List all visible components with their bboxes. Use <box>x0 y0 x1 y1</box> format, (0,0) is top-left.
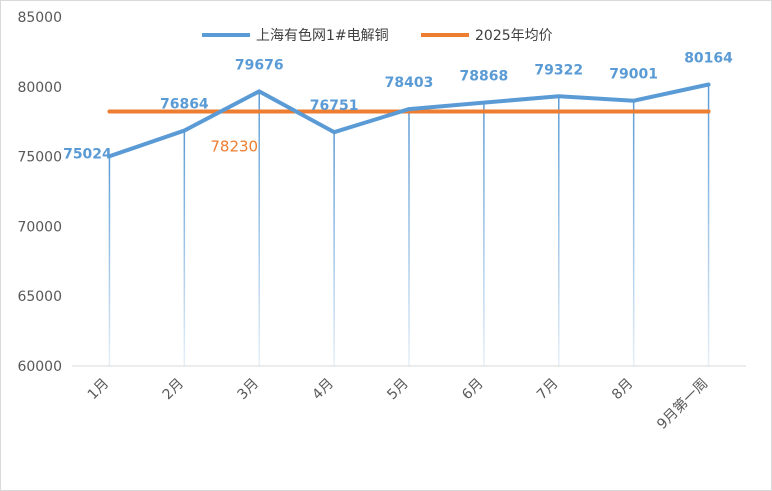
drop-line <box>258 91 260 367</box>
y-tick-label: 80000 <box>17 80 62 96</box>
drop-line <box>333 132 335 366</box>
drop-line <box>408 109 410 366</box>
data-label: 80164 <box>684 51 733 67</box>
data-label: 78868 <box>460 69 509 85</box>
y-tick-label: 65000 <box>17 289 62 305</box>
series-line-copper <box>107 82 711 159</box>
x-tick-label: 4月 <box>309 376 337 404</box>
legend-label: 上海有色网1#电解铜 <box>256 27 389 44</box>
x-tick-label: 1月 <box>85 376 113 404</box>
legend-label: 2025年均价 <box>475 28 553 44</box>
data-label: 79676 <box>235 57 284 73</box>
y-tick-label: 60000 <box>17 359 62 375</box>
x-tick-label: 6月 <box>459 376 487 404</box>
data-label: 76864 <box>160 97 209 113</box>
x-tick-label: 9月第一周 <box>653 375 711 433</box>
drop-line <box>632 100 635 367</box>
y-tick-label: 70000 <box>17 219 62 235</box>
y-tick-label: 75000 <box>17 150 62 166</box>
data-label: 78403 <box>385 75 434 91</box>
x-tick-label: 5月 <box>384 376 412 404</box>
drop-line <box>183 130 186 366</box>
drop-line <box>483 102 485 366</box>
drop-line <box>108 156 111 366</box>
data-label: 75024 <box>63 146 112 162</box>
average-data-label: 78230 <box>210 138 258 156</box>
x-tick-label: 8月 <box>609 376 637 404</box>
x-tick-label: 2月 <box>160 376 188 404</box>
data-label: 79001 <box>609 67 658 83</box>
x-tick-label: 7月 <box>534 376 562 404</box>
data-label: 76751 <box>310 98 359 114</box>
drop-line <box>707 84 710 366</box>
x-tick-label: 3月 <box>235 376 263 404</box>
y-tick-label: 85000 <box>17 10 62 26</box>
data-label: 79322 <box>534 62 583 78</box>
drop-line <box>558 96 560 366</box>
